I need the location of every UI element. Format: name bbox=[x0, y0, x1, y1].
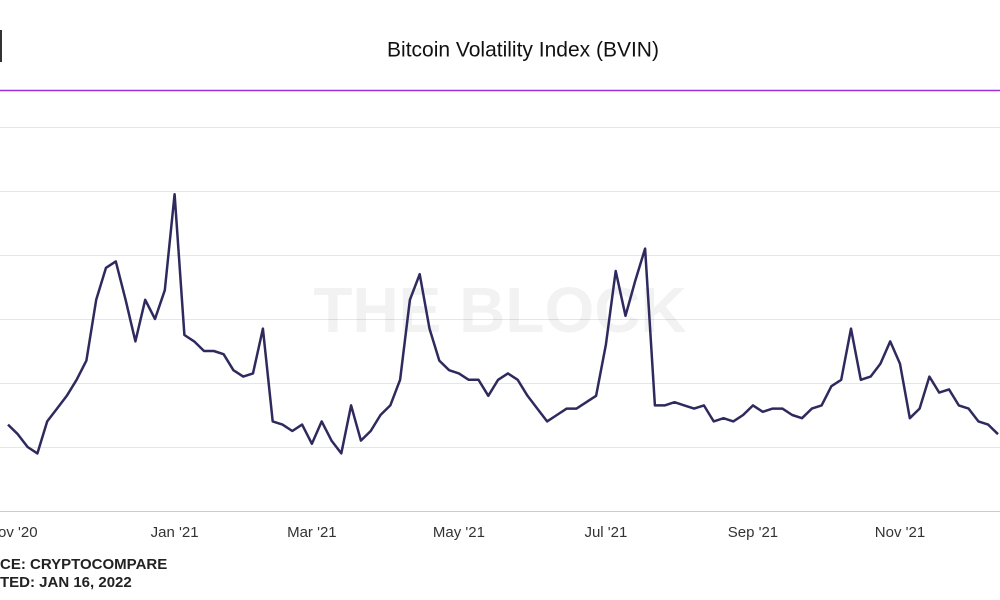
chart-title: Bitcoin Volatility Index (BVIN) bbox=[387, 39, 659, 62]
x-tick-label: Nov '21 bbox=[875, 524, 925, 541]
data-line bbox=[7, 192, 999, 455]
x-tick-label: Jul '21 bbox=[584, 524, 627, 541]
x-tick-label: May '21 bbox=[433, 524, 485, 541]
x-tick-label: ov '20 bbox=[0, 524, 38, 541]
watermark: THE BLOCK bbox=[313, 274, 686, 346]
x-tick-label: Jan '21 bbox=[151, 524, 199, 541]
menu-edge bbox=[0, 30, 2, 62]
x-tick-label: Sep '21 bbox=[728, 524, 778, 541]
source: CE: CRYPTOCOMPARE bbox=[0, 556, 167, 573]
x-tick-label: Mar '21 bbox=[287, 524, 337, 541]
updated: TED: JAN 16, 2022 bbox=[0, 574, 132, 591]
